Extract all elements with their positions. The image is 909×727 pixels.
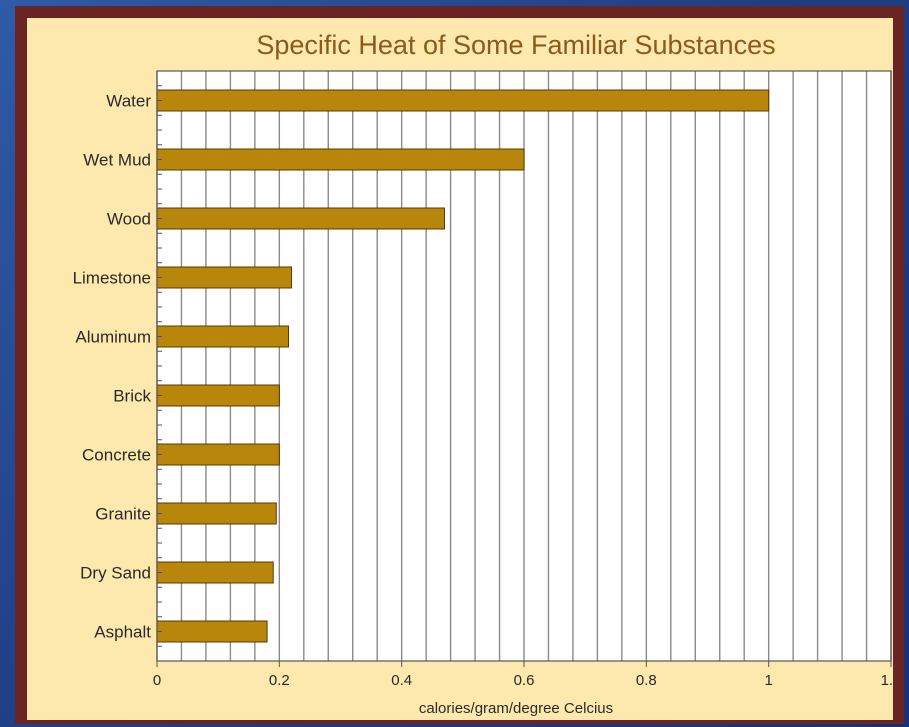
category-labels: Water Wet Mud Wood Limestone Aluminum Brick Co…: [73, 92, 152, 642]
chart-title: Specific Heat of Some Familiar Substance…: [256, 30, 775, 60]
bar-limestone: [156, 266, 293, 289]
bar-wood: [156, 207, 445, 230]
bar-brick: [156, 384, 280, 407]
x-tick-label: 0.6: [514, 672, 535, 689]
category-label: Concrete: [82, 446, 151, 465]
bar-asphalt: [156, 620, 268, 643]
chart-frame: Specific Heat of Some Familiar Substance…: [15, 6, 904, 724]
category-label: Limestone: [73, 269, 151, 288]
x-axis-title: calories/gram/degree Celcius: [419, 700, 613, 717]
category-label: Water: [106, 92, 151, 111]
chart-panel: Specific Heat of Some Familiar Substance…: [27, 18, 893, 720]
category-label: Wet Mud: [83, 151, 151, 170]
x-tick-labels: 0 0.2 0.4 0.6 0.8 1 1.2: [153, 661, 893, 689]
x-tick-label: 0: [153, 672, 161, 689]
x-tick-label: 1.2: [881, 672, 893, 689]
bar-concrete: [156, 443, 280, 466]
x-tick-label: 0.8: [636, 672, 657, 689]
bar-aluminum: [156, 325, 290, 348]
bar-dry-sand: [156, 561, 274, 584]
category-label: Granite: [95, 505, 151, 524]
bar-wet-mud: [156, 148, 525, 171]
category-label: Brick: [113, 387, 151, 406]
category-label: Dry Sand: [80, 564, 151, 583]
category-label: Asphalt: [94, 623, 151, 642]
bar-water: [156, 89, 770, 112]
x-tick-label: 1: [764, 672, 772, 689]
category-label: Wood: [107, 210, 151, 229]
bar-granite: [156, 502, 277, 525]
chart-svg: Specific Heat of Some Familiar Substance…: [73, 30, 893, 717]
category-label: Aluminum: [75, 328, 151, 347]
x-tick-label: 0.2: [269, 672, 290, 689]
x-tick-label: 0.4: [391, 672, 412, 689]
